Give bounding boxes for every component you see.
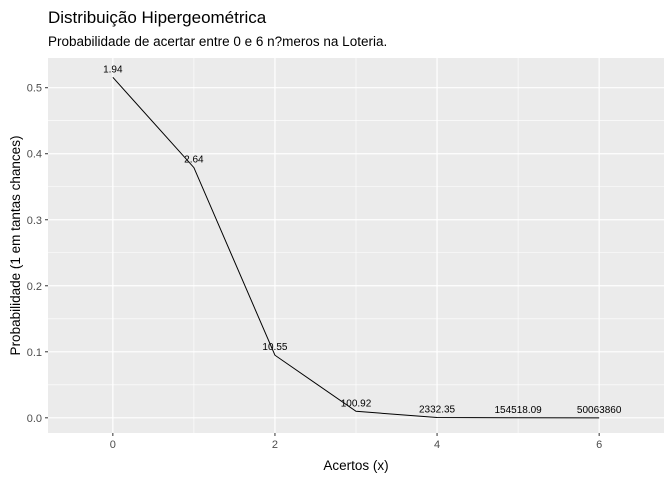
y-axis: 0.0 0.1 0.2 0.3 0.4 0.5: [27, 83, 48, 425]
y-tick-label: 0.0: [27, 413, 42, 425]
series-layer: [112, 77, 600, 419]
data-label: 154518.09: [494, 405, 542, 416]
y-tick-label: 0.4: [27, 149, 42, 161]
x-tick-label: 6: [596, 439, 602, 451]
data-labels: 1.94 2.64 10.55 100.92 2332.35 154518.09 50063…: [103, 64, 622, 415]
data-label: 1.94: [103, 64, 123, 75]
grid-major: [48, 58, 664, 433]
x-axis: 0 2 4 6: [110, 433, 602, 451]
y-tick-label: 0.2: [27, 281, 42, 293]
chart-title: Distribuição Hipergeométrica: [48, 8, 267, 27]
data-label: 50063860: [577, 405, 622, 416]
x-tick-label: 4: [434, 439, 440, 451]
x-tick-label: 0: [110, 439, 116, 451]
data-label: 2332.35: [419, 405, 456, 416]
y-tick-label: 0.1: [27, 347, 42, 359]
x-axis-title: Acertos (x): [323, 458, 388, 473]
y-tick-label: 0.3: [27, 215, 42, 227]
x-tick-label: 2: [272, 439, 278, 451]
data-label: 2.64: [184, 155, 204, 166]
data-label: 10.55: [262, 342, 287, 353]
chart-subtitle: Probabilidade de acertar entre 0 e 6 n?m…: [48, 34, 387, 49]
grid-minor: [48, 58, 664, 433]
data-label: 100.92: [341, 398, 372, 409]
y-axis-title: Probabilidade (1 em tantas chances): [8, 136, 23, 356]
y-tick-label: 0.5: [27, 83, 42, 95]
